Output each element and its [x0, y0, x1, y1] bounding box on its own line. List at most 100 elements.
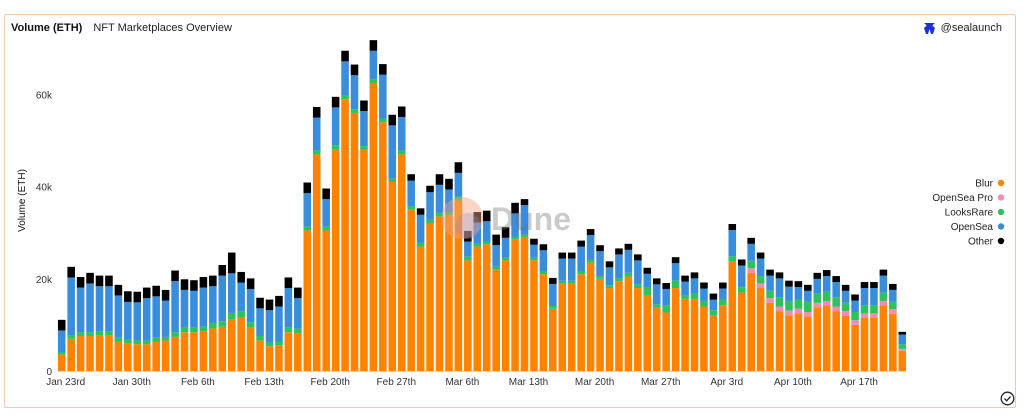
- bar-segment-other: [322, 188, 330, 200]
- bar-segment-other: [133, 291, 142, 303]
- brand-link[interactable]: @sealaunch: [923, 22, 1002, 34]
- bar-segment-opensea: [671, 263, 680, 281]
- bar-segment-looksrare: [180, 327, 189, 333]
- sealaunch-logo-icon: [923, 22, 935, 34]
- y-tick-label: 0: [46, 367, 52, 378]
- bar-segment-blur: [700, 306, 708, 371]
- bar-segment-other: [879, 269, 888, 276]
- chart-title: Volume (ETH): [11, 22, 83, 34]
- watermark-text: Dune: [491, 201, 571, 237]
- bar-segment-looksrare: [539, 271, 548, 275]
- bar-segment-blur: [567, 283, 576, 371]
- bar-segment-opensea: [426, 192, 434, 220]
- bar-segment-looksrare: [142, 340, 151, 345]
- bar-segment-blur: [256, 340, 264, 371]
- legend-dot-opensea: [997, 223, 1005, 230]
- bar-segment-looksrare: [284, 327, 293, 333]
- chart-header: Volume (ETH) NFT Marketplaces Overview: [11, 22, 232, 34]
- brand-handle: @sealaunch: [940, 22, 1002, 34]
- bar-segment-blur: [67, 338, 75, 371]
- bar-segment-other: [804, 284, 812, 291]
- bar-segment-opensea: [397, 117, 406, 151]
- bar-segment-blur: [662, 312, 670, 371]
- bar-segment-other: [615, 248, 623, 255]
- bar-segment-other: [341, 50, 349, 62]
- bar-segment-other: [870, 282, 878, 289]
- bar-segment-other: [95, 275, 104, 287]
- bar-segment-opensea: [681, 281, 689, 296]
- bar-segment-blur: [728, 261, 737, 371]
- bar-segment-opensea: [218, 275, 227, 322]
- bar-segment-opensea-pro: [747, 268, 755, 273]
- bar-segment-opensea: [719, 288, 727, 300]
- bar-segment-other: [86, 272, 94, 284]
- bar-segment-looksrare: [473, 243, 482, 247]
- bar-segment-blur: [747, 272, 755, 371]
- bar-segment-other: [549, 277, 557, 284]
- bar-segment-other: [860, 282, 869, 289]
- legend-dot-looksrare: [997, 208, 1005, 216]
- bar-segment-opensea: [237, 282, 245, 312]
- bar-segment-blur: [360, 149, 368, 371]
- bar-segment-other: [294, 287, 302, 299]
- bar-segment-opensea-pro: [813, 302, 822, 308]
- bar-segment-other: [199, 276, 208, 288]
- bar-segment-opensea: [275, 306, 283, 342]
- bar-segment-looksrare: [426, 219, 434, 224]
- bar-segment-opensea-pro: [889, 309, 897, 314]
- bar-segment-blur: [284, 332, 293, 371]
- bar-segment-opensea: [567, 258, 576, 281]
- bar-segment-other: [142, 287, 151, 299]
- bar-segment-looksrare: [501, 257, 510, 261]
- bar-segment-looksrare: [832, 297, 840, 307]
- bar-segment-opensea: [124, 301, 132, 340]
- bar-segment-other: [350, 64, 359, 76]
- bar-segment-other: [634, 254, 642, 261]
- bar-segment-opensea: [737, 265, 746, 288]
- bar-segment-opensea: [435, 184, 444, 213]
- x-tick-label: Jan 23rd: [46, 377, 85, 388]
- bar-segment-looksrare: [615, 278, 623, 282]
- bar-segment-opensea-pro: [804, 312, 812, 317]
- bar-segment-opensea: [747, 243, 755, 261]
- bar-segment-blur: [766, 302, 774, 371]
- bar-segment-blur: [643, 294, 652, 371]
- bar-segment-looksrare: [124, 339, 132, 344]
- bar-segment-other: [473, 212, 482, 223]
- legend-label-opensea: OpenSea: [951, 222, 994, 233]
- x-tick-label: Feb 6th: [181, 377, 215, 388]
- bar-segment-blur: [114, 341, 123, 371]
- bar-segment-other: [312, 106, 321, 118]
- bar-segment-looksrare: [879, 292, 888, 301]
- bar-segment-other: [57, 319, 66, 331]
- bar-segment-looksrare: [804, 301, 812, 313]
- bar-segment-other: [756, 252, 765, 259]
- bar-segment-opensea: [501, 237, 510, 258]
- check-circle-icon[interactable]: [1000, 391, 1015, 406]
- bar-segment-looksrare: [737, 287, 746, 293]
- bar-segment-opensea: [227, 273, 236, 313]
- bar-segment-opensea-pro: [898, 348, 907, 351]
- bar-segment-looksrare: [794, 299, 803, 309]
- bar-segment-looksrare: [889, 301, 897, 310]
- bar-segment-blur: [586, 262, 595, 371]
- bar-segment-other: [747, 237, 755, 244]
- bar-segment-blur: [105, 335, 113, 371]
- bar-segment-other: [700, 282, 708, 289]
- bar-segment-looksrare: [577, 271, 585, 275]
- bar-segment-blur: [709, 315, 718, 371]
- bar-segment-other: [152, 285, 160, 297]
- bar-segment-other: [813, 272, 822, 279]
- bar-segment-opensea: [57, 330, 66, 353]
- bar-segment-blur: [218, 326, 227, 371]
- bar-segment-blur: [171, 336, 179, 371]
- bar-segment-opensea: [246, 288, 255, 323]
- bar-segment-other: [690, 272, 699, 279]
- bar-segment-opensea-pro: [794, 308, 803, 314]
- bar-segment-opensea: [492, 245, 500, 267]
- x-tick-label: Mar 20th: [575, 377, 614, 388]
- bar-segment-opensea: [898, 334, 907, 345]
- bar-segment-blur: [501, 260, 510, 371]
- bar-segment-looksrare: [218, 321, 227, 327]
- bar-segment-opensea: [95, 286, 104, 332]
